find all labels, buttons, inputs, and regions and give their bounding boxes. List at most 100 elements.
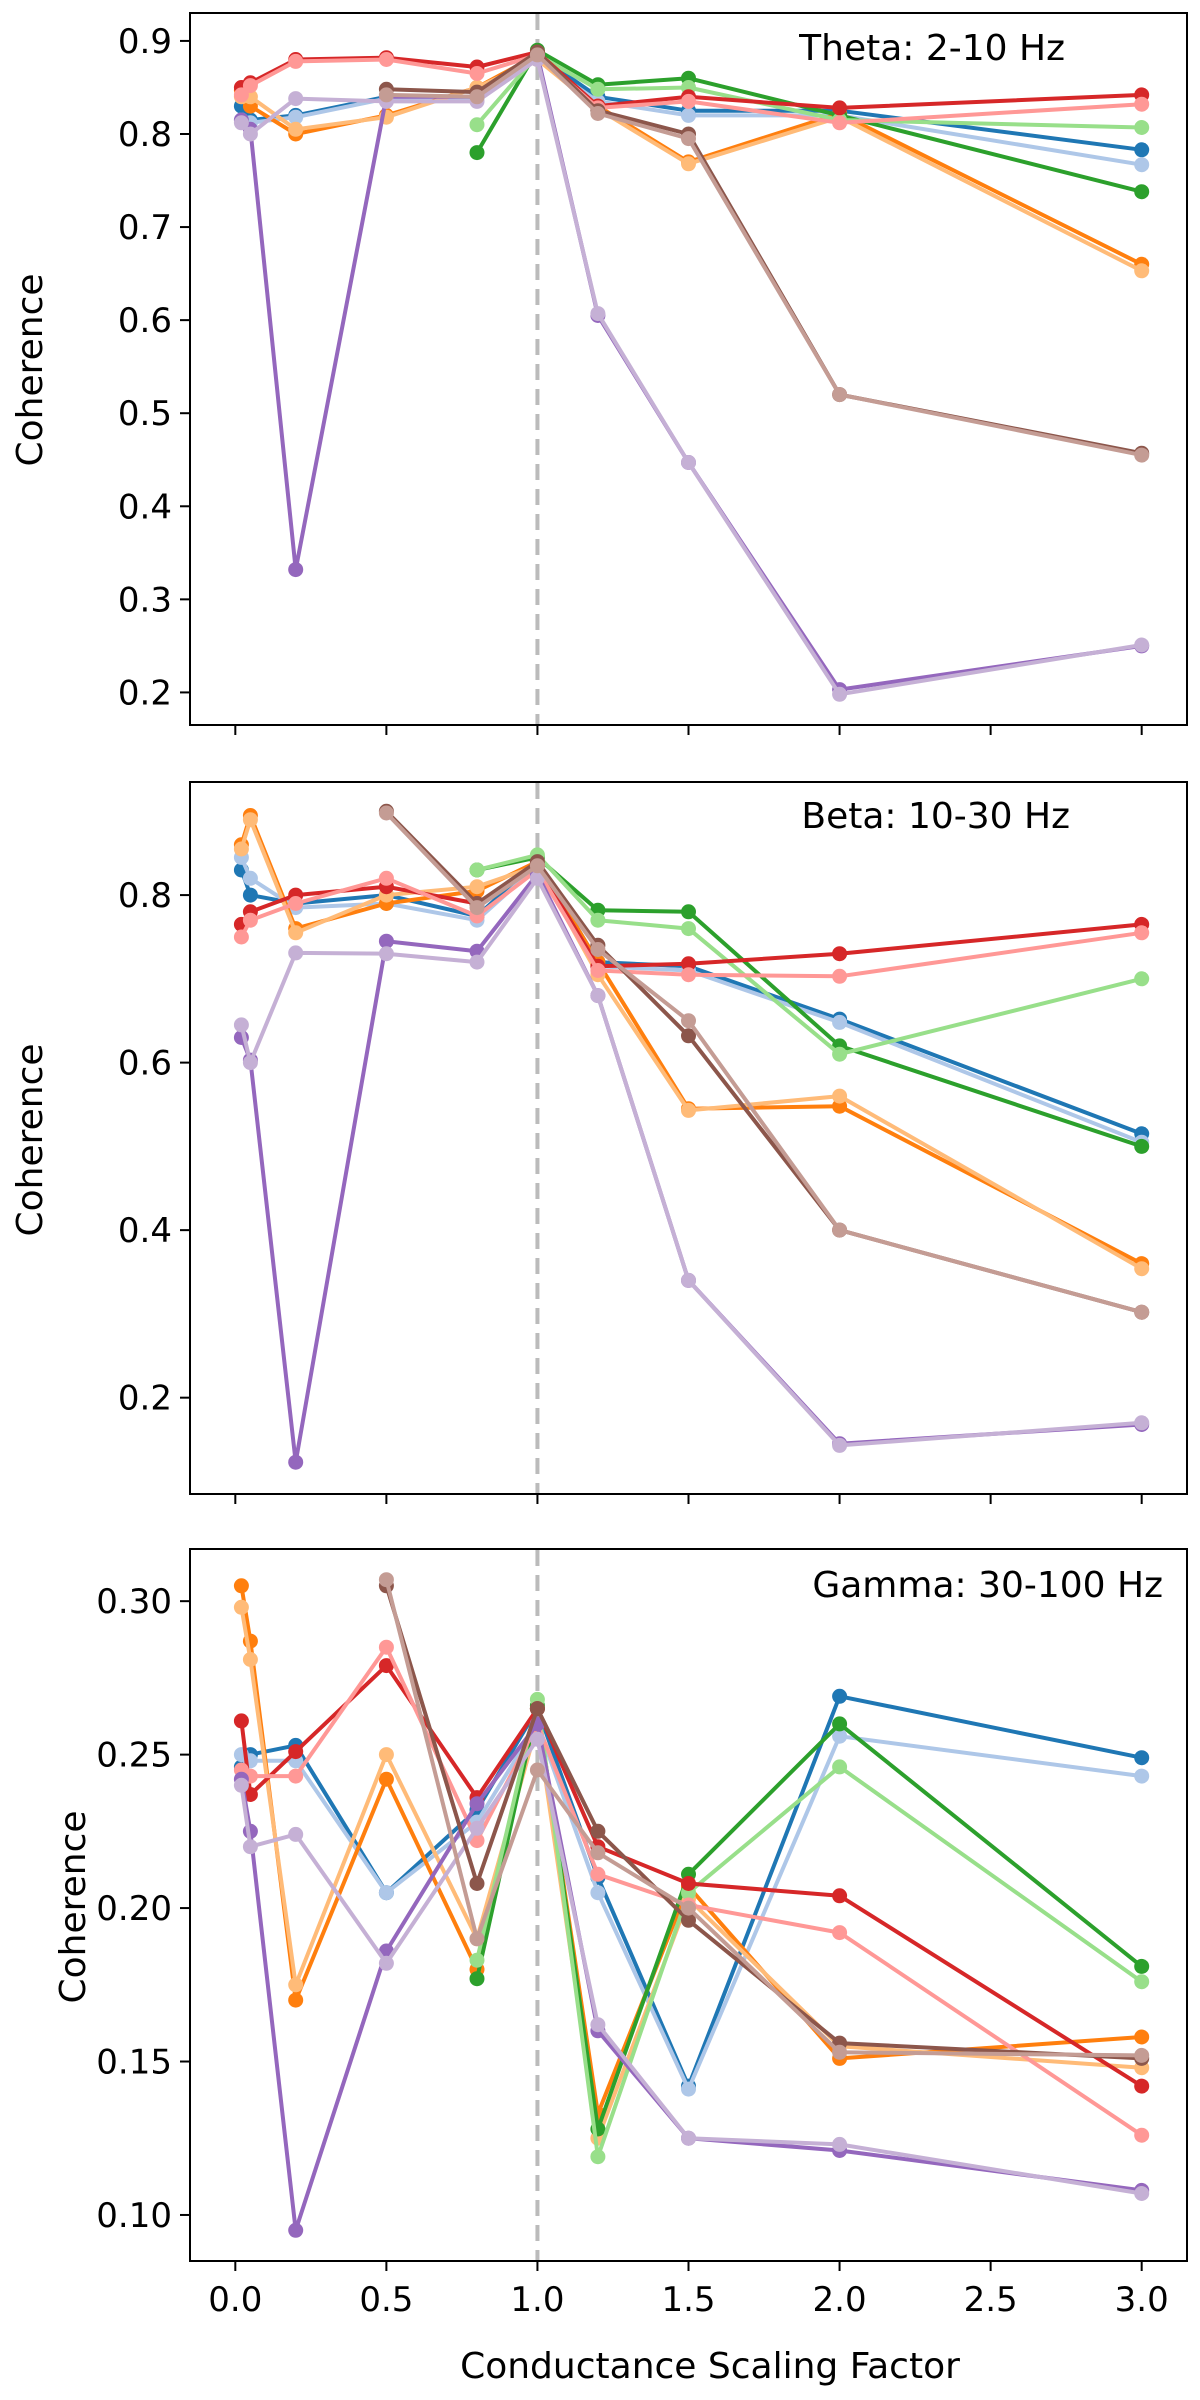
gamma-data-point	[1134, 2047, 1150, 2063]
gamma-data-point	[590, 2017, 606, 2033]
gamma-data-point	[288, 1744, 304, 1760]
gamma-data-point	[378, 1955, 394, 1971]
beta-data-point	[288, 1454, 304, 1470]
gamma-data-point	[590, 1885, 606, 1901]
gamma-series-tan	[378, 1572, 1150, 2063]
beta-data-point	[590, 942, 606, 957]
gamma-data-point	[233, 1713, 249, 1729]
beta-data-point	[681, 956, 696, 972]
theta-data-point	[288, 109, 304, 125]
gamma-data-point	[1134, 2186, 1150, 2201]
beta-series-lavender	[233, 870, 1150, 1453]
gamma-ytick-label: 0.10	[96, 2196, 172, 2236]
theta-data-point	[288, 91, 304, 107]
gamma-ytick-label: 0.30	[96, 1582, 172, 1622]
beta-series-line	[239, 876, 1144, 1448]
theta-ytick-label: 0.7	[118, 208, 172, 248]
beta-series-line	[475, 852, 1144, 1057]
theta-data-point	[1134, 263, 1150, 279]
gamma-ytick-label: 0.25	[96, 1736, 172, 1776]
beta-ytick-label: 0.4	[118, 1211, 172, 1251]
theta-data-point	[832, 686, 848, 702]
theta-ytick-label: 0.9	[118, 22, 172, 62]
theta-data-point	[681, 455, 696, 470]
gamma-data-point	[590, 1866, 606, 1882]
theta-ytick-label: 0.5	[118, 394, 172, 434]
gamma-panel: Coherence 0.10 0.15 0.20 0.25 0.30 0.0 0.5 1.0 1…	[53, 1548, 1188, 2320]
beta-data-point	[378, 805, 394, 821]
gamma-data-point	[469, 1952, 485, 1968]
gamma-data-point	[832, 1716, 848, 1732]
gamma-series-line	[239, 1663, 1144, 2089]
beta-data-point	[242, 812, 258, 828]
theta-data-point	[378, 52, 394, 67]
beta-data-point	[1134, 971, 1150, 987]
theta-data-point	[590, 306, 606, 322]
gamma-data-point	[590, 1845, 606, 1861]
gamma-xtick-label: 2.5	[964, 2280, 1018, 2320]
gamma-title: Gamma: 30-100 Hz	[812, 1565, 1163, 1606]
beta-series-tan	[378, 805, 1150, 1320]
beta-data-point	[832, 1222, 848, 1238]
beta-data-point	[1134, 1261, 1150, 1277]
beta-data-point	[529, 858, 545, 874]
gamma-data-point	[590, 2149, 606, 2165]
beta-data-point	[242, 912, 258, 928]
beta-data-point	[378, 933, 394, 949]
beta-data-point	[378, 946, 394, 962]
gamma-data-point	[529, 1701, 545, 1717]
gamma-data-point	[832, 1688, 848, 1704]
gamma-data-point	[1134, 1768, 1150, 1784]
gamma-data-point	[378, 1747, 394, 1763]
beta-data-point	[832, 968, 848, 984]
gamma-data-point	[832, 1728, 848, 1744]
gamma-data-point	[288, 1977, 304, 1993]
gamma-data-point	[832, 1925, 848, 1941]
theta-data-point	[681, 156, 696, 172]
theta-data-point	[1134, 96, 1150, 112]
theta-ytick-label: 0.8	[118, 115, 172, 155]
gamma-data-point	[590, 1823, 606, 1839]
beta-data-point	[233, 929, 249, 945]
gamma-data-point	[378, 1572, 394, 1588]
gamma-data-point	[378, 1639, 394, 1655]
theta-data-point	[1134, 184, 1150, 200]
beta-data-point	[590, 988, 606, 1004]
theta-series-tan	[378, 47, 1150, 463]
gamma-data-point	[681, 2130, 696, 2146]
theta-data-point	[681, 93, 696, 109]
beta-data-point	[681, 1013, 696, 1029]
theta-data-point	[288, 562, 304, 578]
beta-data-point	[590, 912, 606, 928]
theta-panel: Coherence 0.2 0.3 0.4 0.5 0.6 0.7 0.8 0.9 Theta:…	[10, 12, 1188, 735]
theta-data-point	[233, 87, 249, 103]
gamma-xtick-label: 0.5	[359, 2280, 413, 2320]
theta-series-line	[239, 50, 1144, 110]
gamma-ytick-label: 0.20	[96, 1889, 172, 1929]
beta-title: Beta: 10-30 Hz	[801, 796, 1070, 837]
theta-data-point	[832, 115, 848, 131]
beta-data-point	[681, 921, 696, 937]
beta-data-point	[681, 1102, 696, 1118]
gamma-data-point	[832, 2044, 848, 2060]
beta-data-point	[378, 870, 394, 886]
theta-data-point	[590, 106, 606, 121]
theta-series-line	[239, 57, 1144, 697]
gamma-data-point	[681, 2081, 696, 2097]
theta-ytick-label: 0.4	[118, 487, 172, 527]
theta-series-line	[239, 52, 1144, 125]
beta-series-lightgreen	[469, 847, 1150, 1062]
theta-data-point	[469, 66, 485, 81]
gamma-series-line	[239, 1721, 1144, 2233]
beta-data-point	[681, 1272, 696, 1288]
beta-data-point	[681, 1028, 696, 1044]
beta-data-point	[832, 946, 848, 962]
beta-data-point	[1134, 1304, 1150, 1320]
theta-data-point	[1134, 637, 1150, 653]
beta-ytick-label: 0.2	[118, 1379, 172, 1419]
gamma-data-point	[1134, 1958, 1150, 1974]
theta-data-point	[590, 81, 606, 97]
theta-data-point	[469, 89, 485, 105]
